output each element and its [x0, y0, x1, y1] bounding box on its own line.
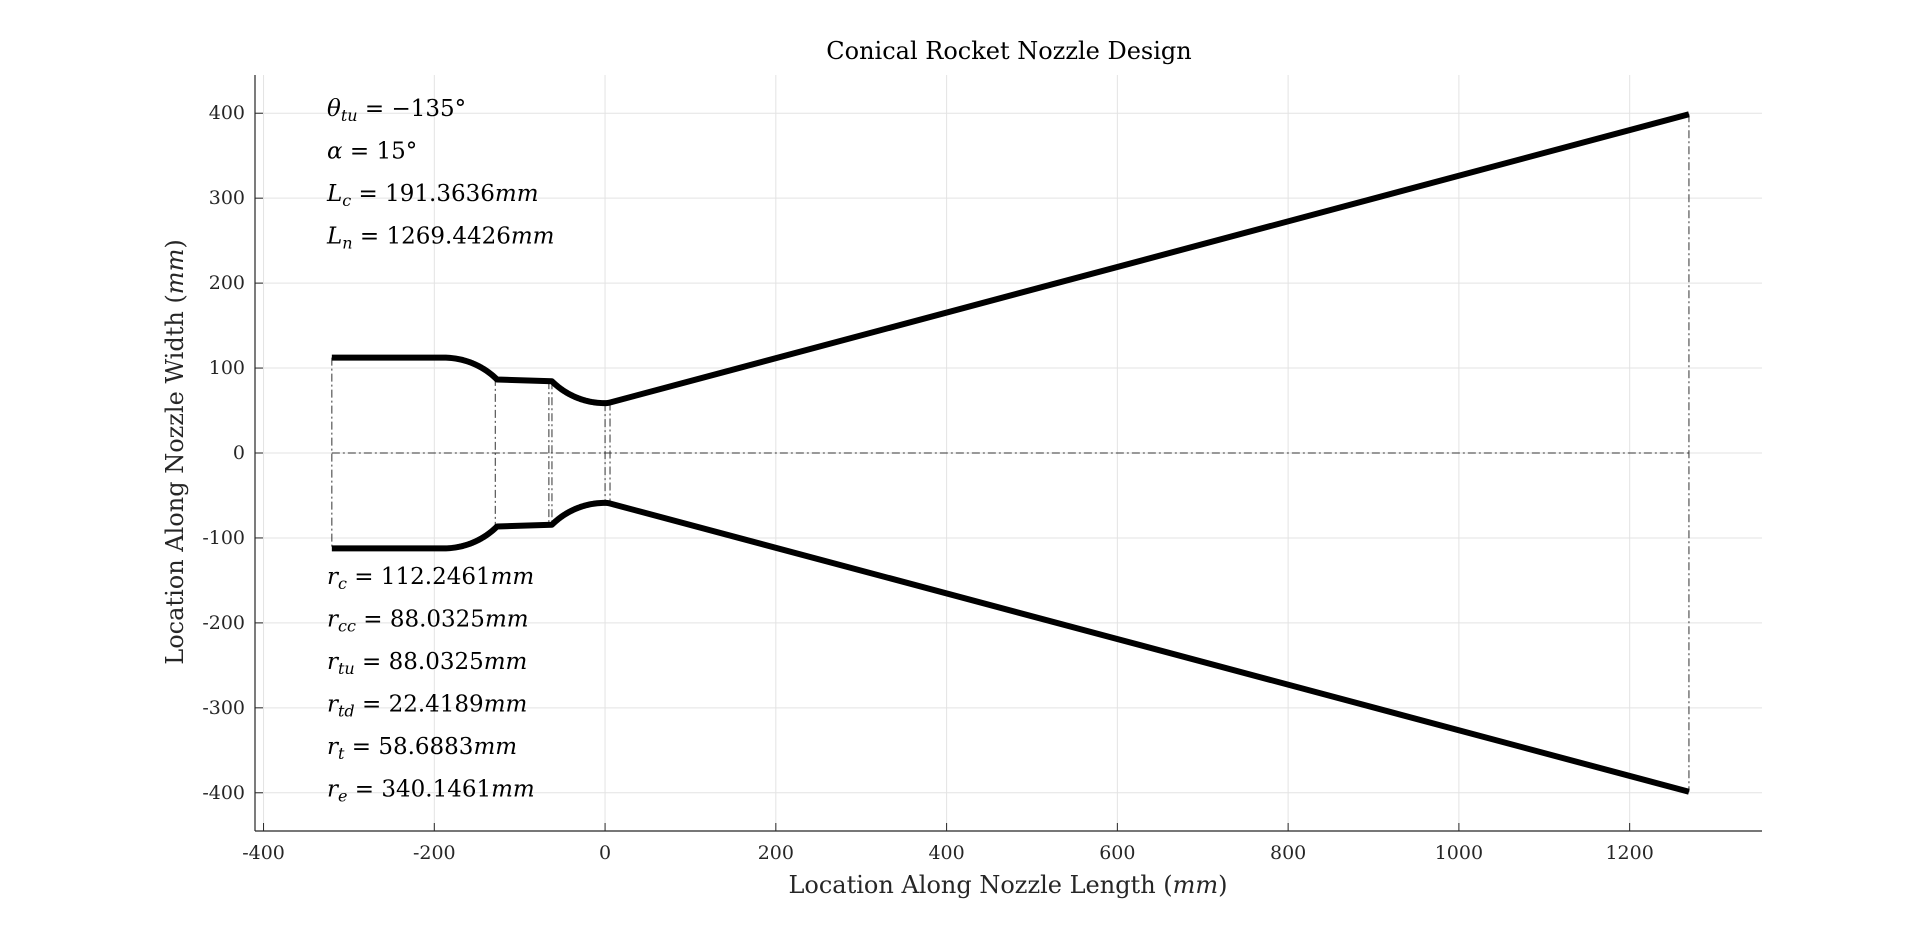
x-tick-label: -200 — [413, 842, 456, 864]
annotation-param: α = 15° — [327, 139, 417, 165]
chart-title: Conical Rocket Nozzle Design — [826, 37, 1191, 65]
y-tick-label: 100 — [209, 357, 245, 379]
y-tick-label: 0 — [233, 442, 245, 464]
series-layer — [331, 111, 1690, 795]
x-tick-label: 800 — [1270, 842, 1306, 864]
y-axis-label-main: Location Along Nozzle Width ( — [161, 294, 189, 665]
y-axis-label: Location Along Nozzle Width (mm) — [161, 239, 189, 664]
x-tick-label: 600 — [1099, 842, 1135, 864]
reference-lines — [331, 114, 1690, 792]
y-tick-label: -100 — [202, 527, 245, 549]
x-axis-label-main: Location Along Nozzle Length ( — [788, 871, 1172, 899]
y-axis-label-unit: mm — [161, 249, 189, 295]
x-tick-label: 0 — [599, 842, 611, 864]
annotation-radius: rtu = 88.0325mm — [327, 649, 527, 678]
annotation-param: Ln = 1269.4426mm — [326, 224, 555, 253]
x-tick-label: 1200 — [1605, 842, 1653, 864]
y-tick-label: -300 — [202, 697, 245, 719]
annotation-radius: rc = 112.2461mm — [327, 564, 534, 593]
annotation-radius: re = 340.1461mm — [327, 777, 535, 806]
y-tick-label: -400 — [202, 782, 245, 804]
y-tick-label: -200 — [202, 612, 245, 634]
x-tick-label: 1000 — [1435, 842, 1483, 864]
annotation-param: θtu = −135° — [327, 96, 466, 125]
y-tick-label: 400 — [209, 102, 245, 124]
annotations: θtu = −135° α = 15° Lc = 191.3636mm Ln = 12… — [326, 96, 555, 806]
x-tick-label: 400 — [928, 842, 964, 864]
x-axis-label-unit: mm — [1173, 871, 1219, 899]
x-axis-label-close: ) — [1218, 871, 1227, 899]
annotation-param: Lc = 191.3636mm — [326, 181, 539, 210]
x-tick-label: 200 — [758, 842, 794, 864]
y-tick-label: 200 — [209, 272, 245, 294]
y-axis-label-close: ) — [161, 239, 189, 248]
tick-labels: -400 -200 0 200 400 600 800 1000 1200-400-300-20… — [202, 102, 1654, 864]
nozzle-lower-contour — [331, 499, 1690, 795]
nozzle-upper-contour — [331, 111, 1690, 407]
y-tick-label: 300 — [209, 187, 245, 209]
annotation-radius: rt = 58.6883mm — [327, 734, 517, 763]
annotation-radius: rcc = 88.0325mm — [327, 607, 529, 636]
x-axis-label: Location Along Nozzle Length (mm) — [788, 871, 1227, 899]
annotation-radius: rtd = 22.4189mm — [327, 692, 527, 721]
x-tick-label: -400 — [242, 842, 285, 864]
